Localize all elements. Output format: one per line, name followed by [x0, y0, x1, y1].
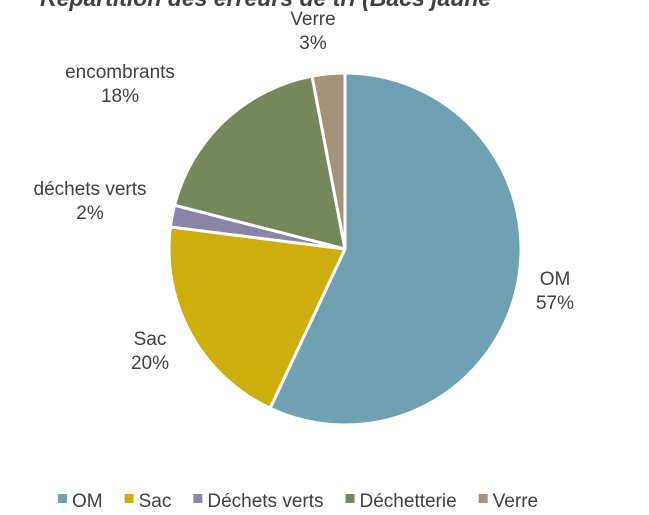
slice-label: déchets verts: [34, 179, 147, 200]
legend-swatch: [345, 494, 355, 503]
slice-label: encombrants: [65, 62, 175, 83]
pie: [167, 71, 523, 427]
legend-label: Déchets verts: [207, 491, 323, 512]
pie-slice: [310, 71, 347, 251]
chart-title: Répartition des erreurs de tri (Bacs jau…: [40, 0, 491, 11]
legend-swatch: [478, 494, 488, 503]
pie-slice: [167, 225, 347, 410]
slice-value-label: 20%: [131, 353, 169, 374]
legend: OM Sac Déchets verts Déchetterie Verre: [58, 491, 538, 512]
legend-swatch: [124, 494, 134, 503]
pie-slice: [173, 74, 347, 251]
slice-label: OM: [540, 269, 571, 290]
legend-swatch: [58, 494, 67, 503]
legend-label: Déchetterie: [360, 491, 457, 512]
slice-value-label: 18%: [101, 86, 139, 107]
pie-slice: [268, 71, 523, 427]
legend-label: Sac: [139, 491, 172, 512]
slice-value-label: 57%: [536, 293, 574, 314]
slice-value-label: 2%: [76, 203, 104, 224]
slice-value-label: 3%: [299, 33, 327, 54]
legend-label: Verre: [493, 491, 538, 512]
data-labels: OM 57% Sac 20% déchets verts 2% encombrants 18%…: [34, 9, 575, 374]
legend-swatch: [193, 494, 203, 503]
legend-label: OM: [72, 491, 103, 512]
slice-label: Verre: [290, 9, 335, 30]
slice-label: Sac: [134, 329, 167, 350]
